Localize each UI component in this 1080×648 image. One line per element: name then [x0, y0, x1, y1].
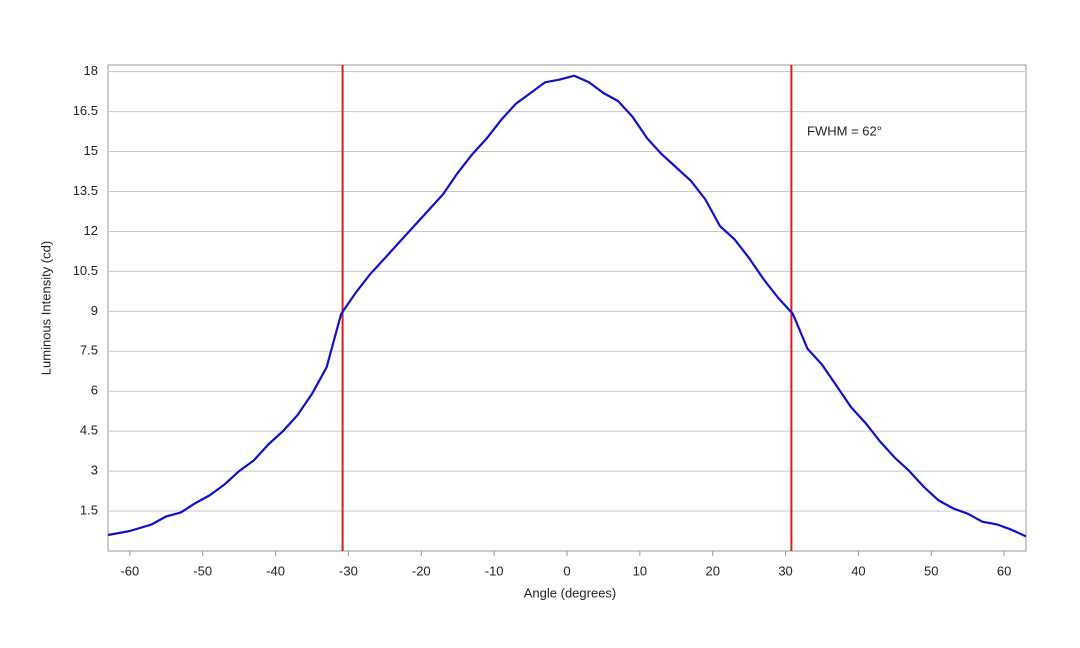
y-tick-label: 4.5: [80, 423, 98, 438]
x-tick-label: 10: [633, 563, 647, 578]
annotation: FWHM = 62°: [807, 123, 882, 138]
y-tick-label: 15: [84, 143, 98, 158]
plot-frame: [107, 64, 1027, 552]
x-tick-label: -40: [266, 563, 285, 578]
x-tick-label: -30: [339, 563, 358, 578]
x-tick-label: 20: [705, 563, 719, 578]
data-line: [107, 74, 1027, 538]
x-axis-label: Angle (degrees): [524, 585, 617, 600]
x-tick-label: 50: [924, 563, 938, 578]
y-axis-label: Luminous Intensity (cd): [38, 241, 53, 375]
y-tick-label: 7.5: [80, 343, 98, 358]
x-tick-label: 0: [563, 563, 570, 578]
y-tick-label: 18: [84, 63, 98, 78]
y-tick-label: 6: [91, 383, 98, 398]
x-tick-label: 40: [851, 563, 865, 578]
y-tick-label: 12: [84, 223, 98, 238]
y-tick-label: 13.5: [73, 183, 98, 198]
y-tick-label: 16.5: [73, 103, 98, 118]
x-tick-label: -10: [485, 563, 504, 578]
x-tick-label: 30: [778, 563, 792, 578]
x-tick-label: -50: [193, 563, 212, 578]
y-tick-label: 3: [91, 463, 98, 478]
y-tick-label: 9: [91, 303, 98, 318]
x-tick-label: -20: [412, 563, 431, 578]
y-tick-label: 10.5: [73, 263, 98, 278]
y-tick-label: 1.5: [80, 502, 98, 517]
x-tick-label: 60: [997, 563, 1011, 578]
x-tick-label: -60: [120, 563, 139, 578]
